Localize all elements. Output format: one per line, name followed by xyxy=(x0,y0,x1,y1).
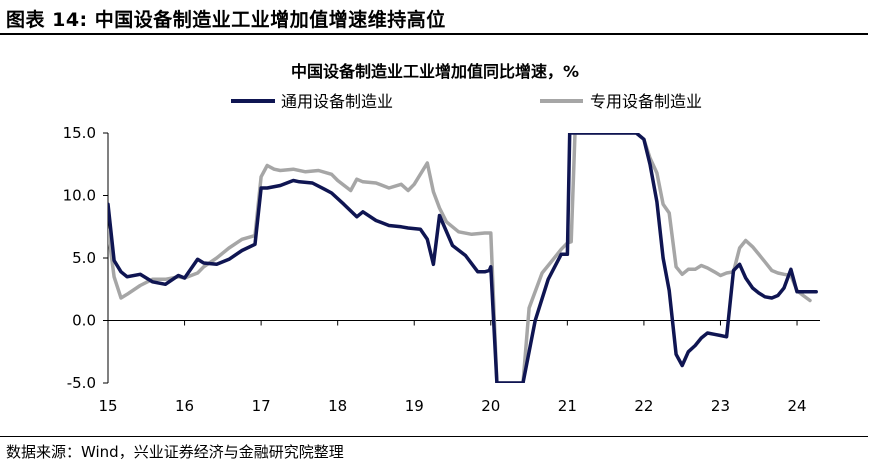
chart-axes xyxy=(103,132,820,384)
y-tick-label: -5.0 xyxy=(67,374,96,392)
x-tick-label: 16 xyxy=(175,397,194,415)
legend-label-series-2: 专用设备制造业 xyxy=(590,92,702,111)
x-tick-label: 21 xyxy=(558,397,577,415)
legend-label-series-1: 通用设备制造业 xyxy=(281,92,393,111)
x-tick-label: 20 xyxy=(481,397,500,415)
legend-item-series-2: 专用设备制造业 xyxy=(540,92,702,111)
chart-legend: 通用设备制造业 专用设备制造业 xyxy=(231,92,702,111)
x-tick-label: 15 xyxy=(98,397,117,415)
x-tick-label: 22 xyxy=(634,397,653,415)
y-tick-label: 0.0 xyxy=(72,312,96,330)
y-tick-label: 10.0 xyxy=(63,187,96,205)
x-tick-label: 23 xyxy=(711,397,730,415)
figure-title: 图表 14: 中国设备制造业工业增加值增速维持高位 xyxy=(6,9,446,31)
series-line-2 xyxy=(108,133,812,383)
x-tick-label: 19 xyxy=(405,397,424,415)
source-note: 数据来源：Wind，兴业证券经济与金融研究院整理 xyxy=(6,443,344,461)
footer-divider xyxy=(0,436,868,437)
x-tick-label: 18 xyxy=(328,397,347,415)
series-line-1 xyxy=(108,133,818,383)
x-tick-labels: 15 16 17 18 19 20 21 22 23 24 xyxy=(98,397,806,415)
header-divider xyxy=(0,33,868,35)
x-tick-label: 24 xyxy=(787,397,806,415)
y-tick-labels: 15.0 10.0 5.0 0.0 -5.0 xyxy=(63,124,96,392)
chart-title: 中国设备制造业工业增加值同比增速，% xyxy=(291,62,579,81)
x-tick-label: 17 xyxy=(252,397,271,415)
y-tick-label: 5.0 xyxy=(72,249,96,267)
report-header: 图表 14: 中国设备制造业工业增加值增速维持高位 xyxy=(0,0,877,35)
legend-item-series-1: 通用设备制造业 xyxy=(231,92,393,111)
plot-area xyxy=(108,133,818,383)
y-tick-label: 15.0 xyxy=(63,124,96,142)
